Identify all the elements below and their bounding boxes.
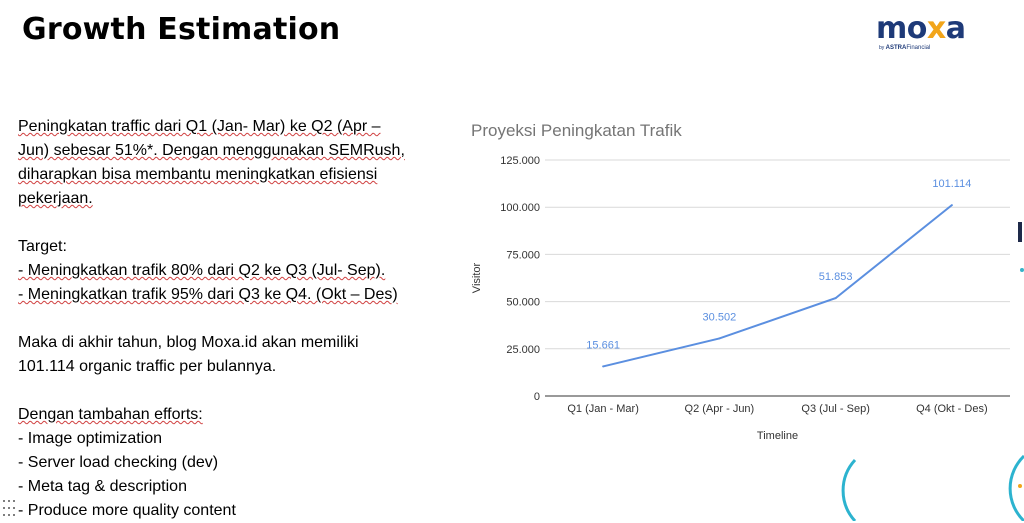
series-line bbox=[602, 204, 953, 368]
target-item: - Meningkatkan trafik 80% dari Q2 ke Q3 … bbox=[18, 262, 386, 279]
decorative-dot bbox=[1020, 268, 1024, 272]
intro-line-3: diharapkan bisa membantu meningkatkan ef… bbox=[18, 166, 378, 183]
y-tick-label: 0 bbox=[534, 391, 540, 403]
efforts-label: Dengan tambahan efforts: bbox=[18, 406, 203, 423]
y-tick-label: 50.000 bbox=[506, 297, 540, 309]
y-tick-label: 100.000 bbox=[500, 202, 540, 214]
decorative-bar bbox=[1018, 222, 1022, 242]
intro-line-2: Jun) sebesar 51%*. Dengan menggunakan SE… bbox=[18, 142, 405, 159]
effort-item: - Meta tag & description bbox=[18, 478, 187, 495]
data-point bbox=[602, 365, 605, 368]
x-tick-label: Q3 (Jul - Sep) bbox=[801, 403, 869, 415]
logo-tagline: by ASTRAFinancial bbox=[879, 45, 931, 51]
body-text: Peningkatan traffic dari Q1 (Jan- Mar) k… bbox=[18, 115, 458, 523]
data-label: 101.114 bbox=[932, 178, 971, 190]
effort-item: - Produce more quality content bbox=[18, 502, 236, 519]
data-label: 30.502 bbox=[703, 311, 737, 323]
x-tick-label: Q4 (Okt - Des) bbox=[916, 403, 988, 415]
target-label: Target: bbox=[18, 238, 67, 255]
x-tick-label: Q1 (Jan - Mar) bbox=[567, 403, 639, 415]
data-label: 51.853 bbox=[819, 271, 853, 283]
traffic-line-chart: 0 25.000 50.000 75.000 100.000 125.000 Q1 (Jan… bbox=[471, 155, 1010, 442]
y-tick-label: 125.000 bbox=[500, 155, 540, 167]
decorative-circles bbox=[841, 454, 1024, 521]
data-point bbox=[834, 297, 837, 300]
y-tick-label: 25.000 bbox=[506, 344, 540, 356]
data-label: 15.661 bbox=[586, 339, 620, 351]
target-item: - Meningkatkan trafik 95% dari Q3 ke Q4.… bbox=[18, 286, 398, 303]
data-point bbox=[718, 337, 721, 340]
intro-line-4: pekerjaan. bbox=[18, 190, 93, 207]
intro-line-1: Peningkatan traffic dari Q1 (Jan- Mar) k… bbox=[18, 118, 381, 135]
data-point bbox=[950, 204, 953, 207]
slide-title: Growth Estimation bbox=[22, 12, 341, 47]
chart-title: Proyeksi Peningkatan Trafik bbox=[471, 121, 682, 140]
x-tick-label: Q2 (Apr - Jun) bbox=[685, 403, 755, 415]
summary-line-2: 101.114 organic traffic per bulannya. bbox=[18, 358, 277, 375]
effort-item: - Server load checking (dev) bbox=[18, 454, 219, 471]
moxa-logo: moxa by ASTRAFinancial bbox=[876, 14, 1006, 54]
logo-wordmark: moxa bbox=[876, 11, 966, 46]
y-axis-title: Visitor bbox=[471, 262, 483, 293]
effort-item: - Image optimization bbox=[18, 430, 163, 447]
summary-line-1: Maka di akhir tahun, blog Moxa.id akan m… bbox=[18, 334, 359, 351]
y-tick-label: 75.000 bbox=[506, 249, 540, 261]
x-axis-title: Timeline bbox=[757, 430, 798, 442]
drag-dots-icon bbox=[3, 500, 15, 516]
